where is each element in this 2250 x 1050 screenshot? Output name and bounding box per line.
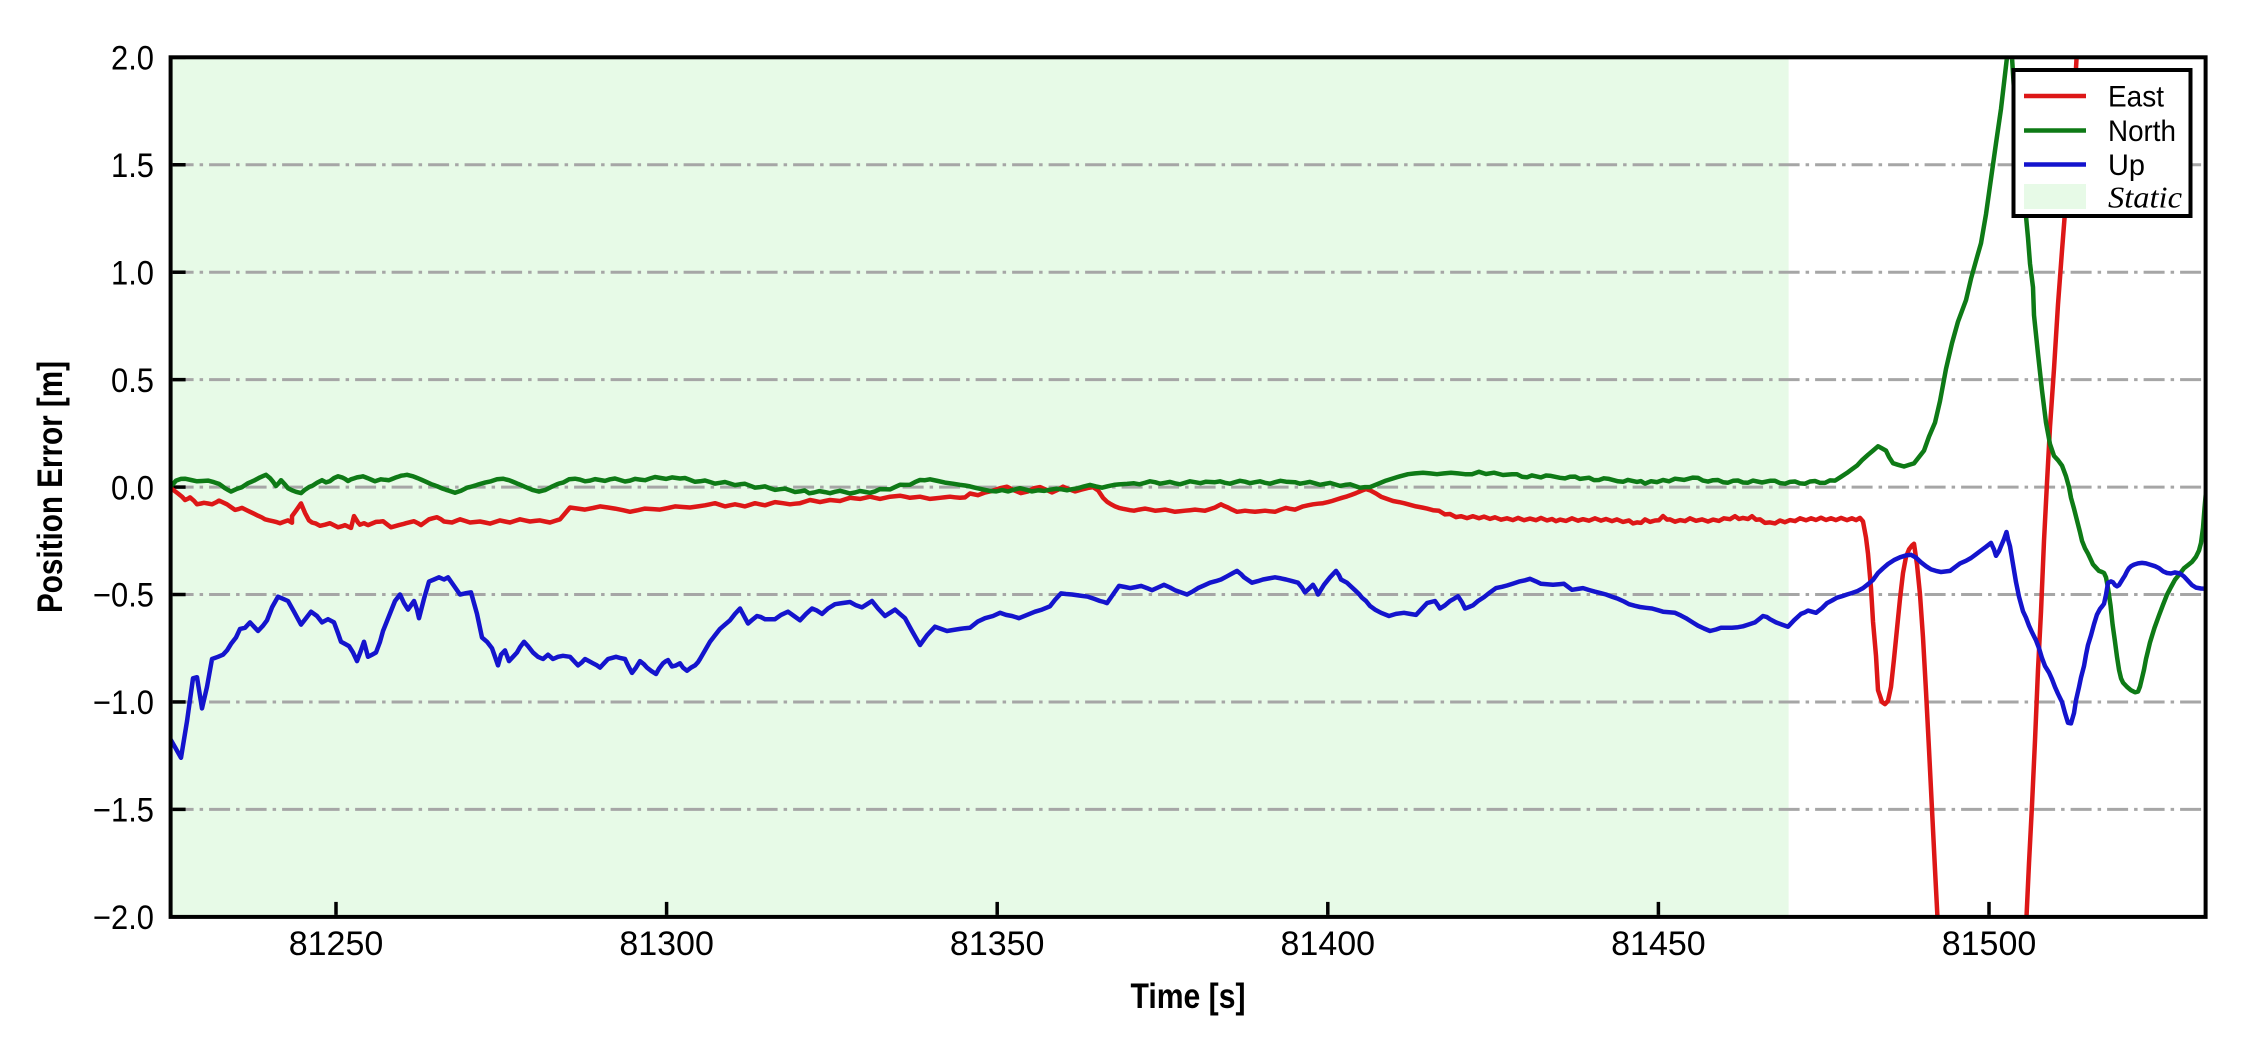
svg-text:Up: Up xyxy=(2108,149,2145,182)
svg-text:Time [s]: Time [s] xyxy=(1131,977,1246,1016)
svg-text:East: East xyxy=(2108,81,2165,114)
svg-text:1.0: 1.0 xyxy=(111,254,154,292)
svg-text:81250: 81250 xyxy=(289,925,384,963)
svg-text:81500: 81500 xyxy=(1942,925,2037,963)
svg-text:Static: Static xyxy=(2108,180,2182,215)
svg-text:−1.5: −1.5 xyxy=(93,792,154,830)
svg-text:81350: 81350 xyxy=(950,925,1045,963)
svg-text:−0.5: −0.5 xyxy=(93,577,154,615)
svg-text:−1.0: −1.0 xyxy=(93,684,154,722)
svg-text:81300: 81300 xyxy=(619,925,714,963)
svg-text:0.5: 0.5 xyxy=(111,362,154,400)
svg-text:North: North xyxy=(2108,115,2176,148)
svg-text:1.5: 1.5 xyxy=(111,147,154,185)
svg-text:−2.0: −2.0 xyxy=(93,899,154,937)
svg-text:0.0: 0.0 xyxy=(111,469,154,507)
svg-text:2.0: 2.0 xyxy=(111,40,154,78)
svg-text:81400: 81400 xyxy=(1281,925,1376,963)
svg-text:Position Error [m]: Position Error [m] xyxy=(31,361,70,613)
svg-text:81450: 81450 xyxy=(1611,925,1706,963)
